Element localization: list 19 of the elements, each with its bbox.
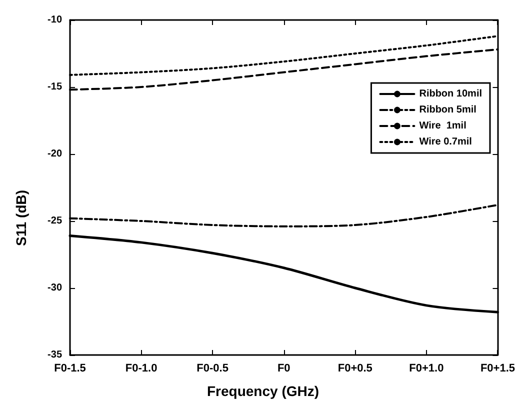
legend-label: Ribbon 5mil	[419, 104, 477, 116]
y-tick-label: -35	[48, 350, 62, 360]
legend-label: Wire 0.7mil	[419, 136, 472, 148]
x-tick-label: F0+1.0	[409, 362, 444, 374]
y-tick-label: -25	[48, 216, 62, 226]
x-tick-label: F0-1.5	[54, 362, 86, 374]
y-axis-title: S11 (dB)	[13, 190, 29, 246]
x-axis-title: Frequency (GHz)	[206, 383, 320, 399]
y-tick-label: -20	[48, 148, 62, 160]
x-tick-label: F0-1.0	[125, 362, 158, 374]
x-tick-label: F0-0.5	[196, 362, 228, 374]
legend-label: Wire 1mil	[419, 120, 467, 132]
x-tick-label: F0	[277, 362, 290, 374]
y-tick-label: -15	[48, 82, 62, 92]
y-tick-label: -10	[48, 14, 62, 26]
x-tick-label: F0+1.5	[480, 362, 516, 374]
y-tick-label: -30	[48, 282, 62, 294]
legend-label: Ribbon 10mil	[419, 88, 482, 100]
x-tick-label: F0+0.5	[338, 362, 372, 374]
